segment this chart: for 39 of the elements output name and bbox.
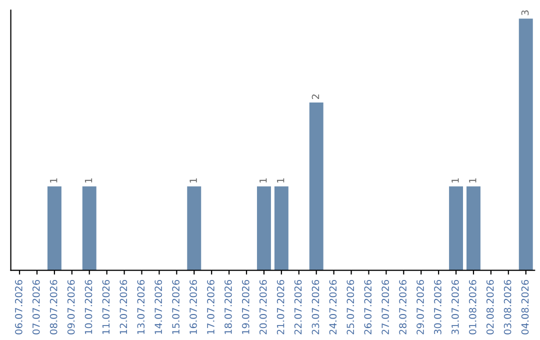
x-tick-label: 24.07.2026 <box>329 280 337 334</box>
x-tick-label: 26.07.2026 <box>364 280 372 334</box>
data-label: 3 <box>521 10 529 16</box>
x-tick-label: 20.07.2026 <box>259 280 267 334</box>
x-tick-label: 16.07.2026 <box>190 280 197 334</box>
x-tick-label: 10.07.2026 <box>84 280 92 334</box>
x-tick-label: 08.07.2026 <box>50 280 58 334</box>
x-tick-label: 29.07.2026 <box>416 280 424 334</box>
data-label: 1 <box>50 178 58 183</box>
data-label: 1 <box>190 178 197 183</box>
x-tick-label: 02.08.2026 <box>486 280 494 334</box>
x-tick-label: 11.07.2026 <box>102 280 110 334</box>
x-tick-label: 19.07.2026 <box>242 280 250 334</box>
x-tick-label: 28.07.2026 <box>399 280 406 334</box>
x-tick-label: 27.07.2026 <box>382 280 390 334</box>
x-tick-label: 31.07.2026 <box>451 280 459 334</box>
x-tick-label: 15.07.2026 <box>172 280 180 334</box>
data-label: 2 <box>312 94 320 100</box>
x-tick-label: 12.07.2026 <box>120 280 128 334</box>
x-tick-label: 14.07.2026 <box>154 280 162 334</box>
data-label: 1 <box>84 178 92 183</box>
x-tick-label: 01.08.2026 <box>468 280 476 334</box>
x-tick-label: 21.07.2026 <box>276 280 284 334</box>
x-tick-label: 17.07.2026 <box>207 280 214 334</box>
x-tick-label: 13.07.2026 <box>137 280 145 334</box>
x-tick-label: 04.08.2026 <box>521 280 529 334</box>
x-tick-label: 07.07.2026 <box>32 280 40 334</box>
data-label: 1 <box>277 178 284 183</box>
data-label: 1 <box>260 178 267 183</box>
x-tick-label: 06.07.2026 <box>14 280 22 334</box>
data-label: 1 <box>452 178 459 183</box>
x-tick-label: 25.07.2026 <box>346 280 354 334</box>
data-label: 1 <box>469 178 476 183</box>
x-tick-label: 22.07.2026 <box>294 280 302 334</box>
x-tick-label: 23.07.2026 <box>312 280 320 334</box>
x-tick-label: 03.08.2026 <box>504 280 512 334</box>
x-tick-label: 30.07.2026 <box>434 280 442 334</box>
x-tick-label: 09.07.2026 <box>67 280 75 334</box>
x-tick-label: 18.07.2026 <box>224 280 232 334</box>
